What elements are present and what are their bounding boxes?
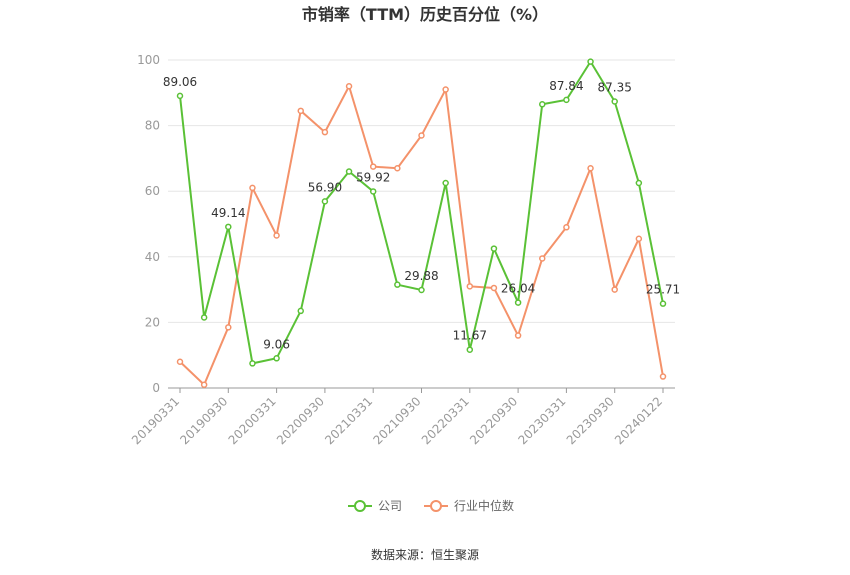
data-label: 89.06 bbox=[163, 75, 197, 89]
series-0-point[interactable] bbox=[297, 307, 304, 315]
x-tick-label: 20210930 bbox=[371, 394, 424, 447]
legend-label: 公司 bbox=[378, 499, 402, 513]
x-tick-label: 20190331 bbox=[129, 394, 182, 447]
series-1-point[interactable] bbox=[297, 107, 304, 115]
y-tick-label: 0 bbox=[152, 381, 160, 395]
series-1-point[interactable] bbox=[345, 82, 353, 90]
series-0-point[interactable] bbox=[514, 299, 522, 306]
series-0-point[interactable] bbox=[539, 101, 546, 108]
data-label: 56.90 bbox=[308, 180, 342, 194]
series-1-point[interactable] bbox=[176, 358, 184, 366]
chart-title: 市销率（TTM）历史百分位（%） bbox=[302, 5, 548, 24]
series-1-point[interactable] bbox=[659, 373, 667, 380]
series-0-point[interactable] bbox=[659, 300, 667, 307]
series-0-point[interactable] bbox=[225, 223, 232, 231]
x-tick-label: 20200331 bbox=[226, 394, 279, 447]
series-0-point[interactable] bbox=[345, 168, 353, 175]
legend-item-1[interactable]: 行业中位数 bbox=[424, 498, 514, 513]
series-1-point[interactable] bbox=[394, 164, 401, 172]
data-label: 25.71 bbox=[646, 283, 680, 297]
series-1-point[interactable] bbox=[369, 163, 377, 170]
y-tick-label: 100 bbox=[137, 53, 160, 67]
series-0-point[interactable] bbox=[249, 360, 256, 367]
series-0-point[interactable] bbox=[490, 245, 498, 252]
x-tick-label: 20240122 bbox=[612, 394, 665, 447]
series-1-point[interactable] bbox=[490, 284, 498, 292]
series-1-point[interactable] bbox=[200, 381, 208, 388]
y-axis: 0 20 40 60 80 100 bbox=[137, 53, 160, 395]
series-1-point[interactable] bbox=[273, 232, 280, 239]
series-1-point[interactable] bbox=[635, 235, 643, 243]
series-0-point[interactable] bbox=[273, 355, 280, 362]
legend-item-0[interactable]: 公司 bbox=[348, 499, 402, 513]
series-0-point[interactable] bbox=[587, 58, 594, 65]
series-1-point[interactable] bbox=[514, 332, 522, 339]
y-tick-label: 80 bbox=[145, 119, 160, 133]
x-tick-label: 20210331 bbox=[322, 394, 375, 447]
data-label: 87.35 bbox=[598, 80, 632, 94]
x-tick-label: 20200930 bbox=[274, 394, 327, 447]
data-label: 9.06 bbox=[263, 337, 290, 351]
series-line-1 bbox=[179, 83, 664, 387]
series-1-point[interactable] bbox=[249, 184, 256, 192]
x-tick-label: 20220930 bbox=[467, 394, 520, 447]
series-layer bbox=[176, 58, 667, 388]
series-0-point[interactable] bbox=[635, 179, 643, 187]
series-0-point[interactable] bbox=[176, 92, 184, 100]
series-0-point[interactable] bbox=[563, 96, 570, 104]
series-0-point[interactable] bbox=[466, 346, 474, 353]
series-0-point[interactable] bbox=[200, 314, 208, 321]
grid-lines bbox=[168, 59, 675, 323]
data-label: 59.92 bbox=[356, 170, 390, 184]
series-0-point[interactable] bbox=[394, 281, 401, 288]
series-1-point[interactable] bbox=[539, 255, 546, 262]
legend-marker bbox=[430, 500, 442, 512]
series-0-point[interactable] bbox=[611, 98, 618, 105]
series-1-point[interactable] bbox=[321, 128, 329, 136]
series-1-point[interactable] bbox=[587, 164, 594, 172]
x-tick-label: 20220331 bbox=[419, 394, 472, 447]
series-1-point[interactable] bbox=[611, 286, 618, 293]
series-line-0 bbox=[179, 59, 664, 365]
x-axis: 2019033120190930202003312020093020210331… bbox=[129, 387, 675, 447]
series-1-point[interactable] bbox=[418, 132, 425, 139]
legend[interactable]: 公司 行业中位数 bbox=[348, 498, 514, 513]
y-tick-label: 20 bbox=[145, 315, 160, 329]
series-1-point[interactable] bbox=[563, 224, 570, 231]
data-labels: 89.06 49.14 9.06 56.90 59.92 29.88 11.67 26.04 8… bbox=[163, 75, 680, 351]
series-1-point[interactable] bbox=[466, 283, 474, 290]
data-label: 26.04 bbox=[501, 282, 535, 296]
y-tick-label: 40 bbox=[145, 250, 160, 264]
legend-marker bbox=[354, 500, 366, 512]
series-0-point[interactable] bbox=[321, 198, 329, 205]
x-tick-label: 20230331 bbox=[515, 394, 568, 447]
legend-label: 行业中位数 bbox=[454, 498, 514, 513]
data-label: 87.84 bbox=[549, 79, 583, 93]
series-0-point[interactable] bbox=[369, 188, 377, 195]
data-label: 11.67 bbox=[453, 329, 487, 343]
data-label: 29.88 bbox=[404, 269, 438, 283]
series-1-point[interactable] bbox=[442, 86, 449, 93]
y-tick-label: 60 bbox=[145, 184, 160, 198]
series-1-point[interactable] bbox=[225, 324, 232, 331]
x-tick-label: 20190930 bbox=[177, 394, 230, 447]
series-0-point[interactable] bbox=[418, 286, 425, 294]
source-note: 数据来源：恒生聚源 bbox=[371, 547, 479, 562]
x-tick-label: 20230930 bbox=[564, 394, 617, 447]
series-0-point[interactable] bbox=[442, 179, 449, 187]
data-label: 49.14 bbox=[211, 206, 245, 220]
